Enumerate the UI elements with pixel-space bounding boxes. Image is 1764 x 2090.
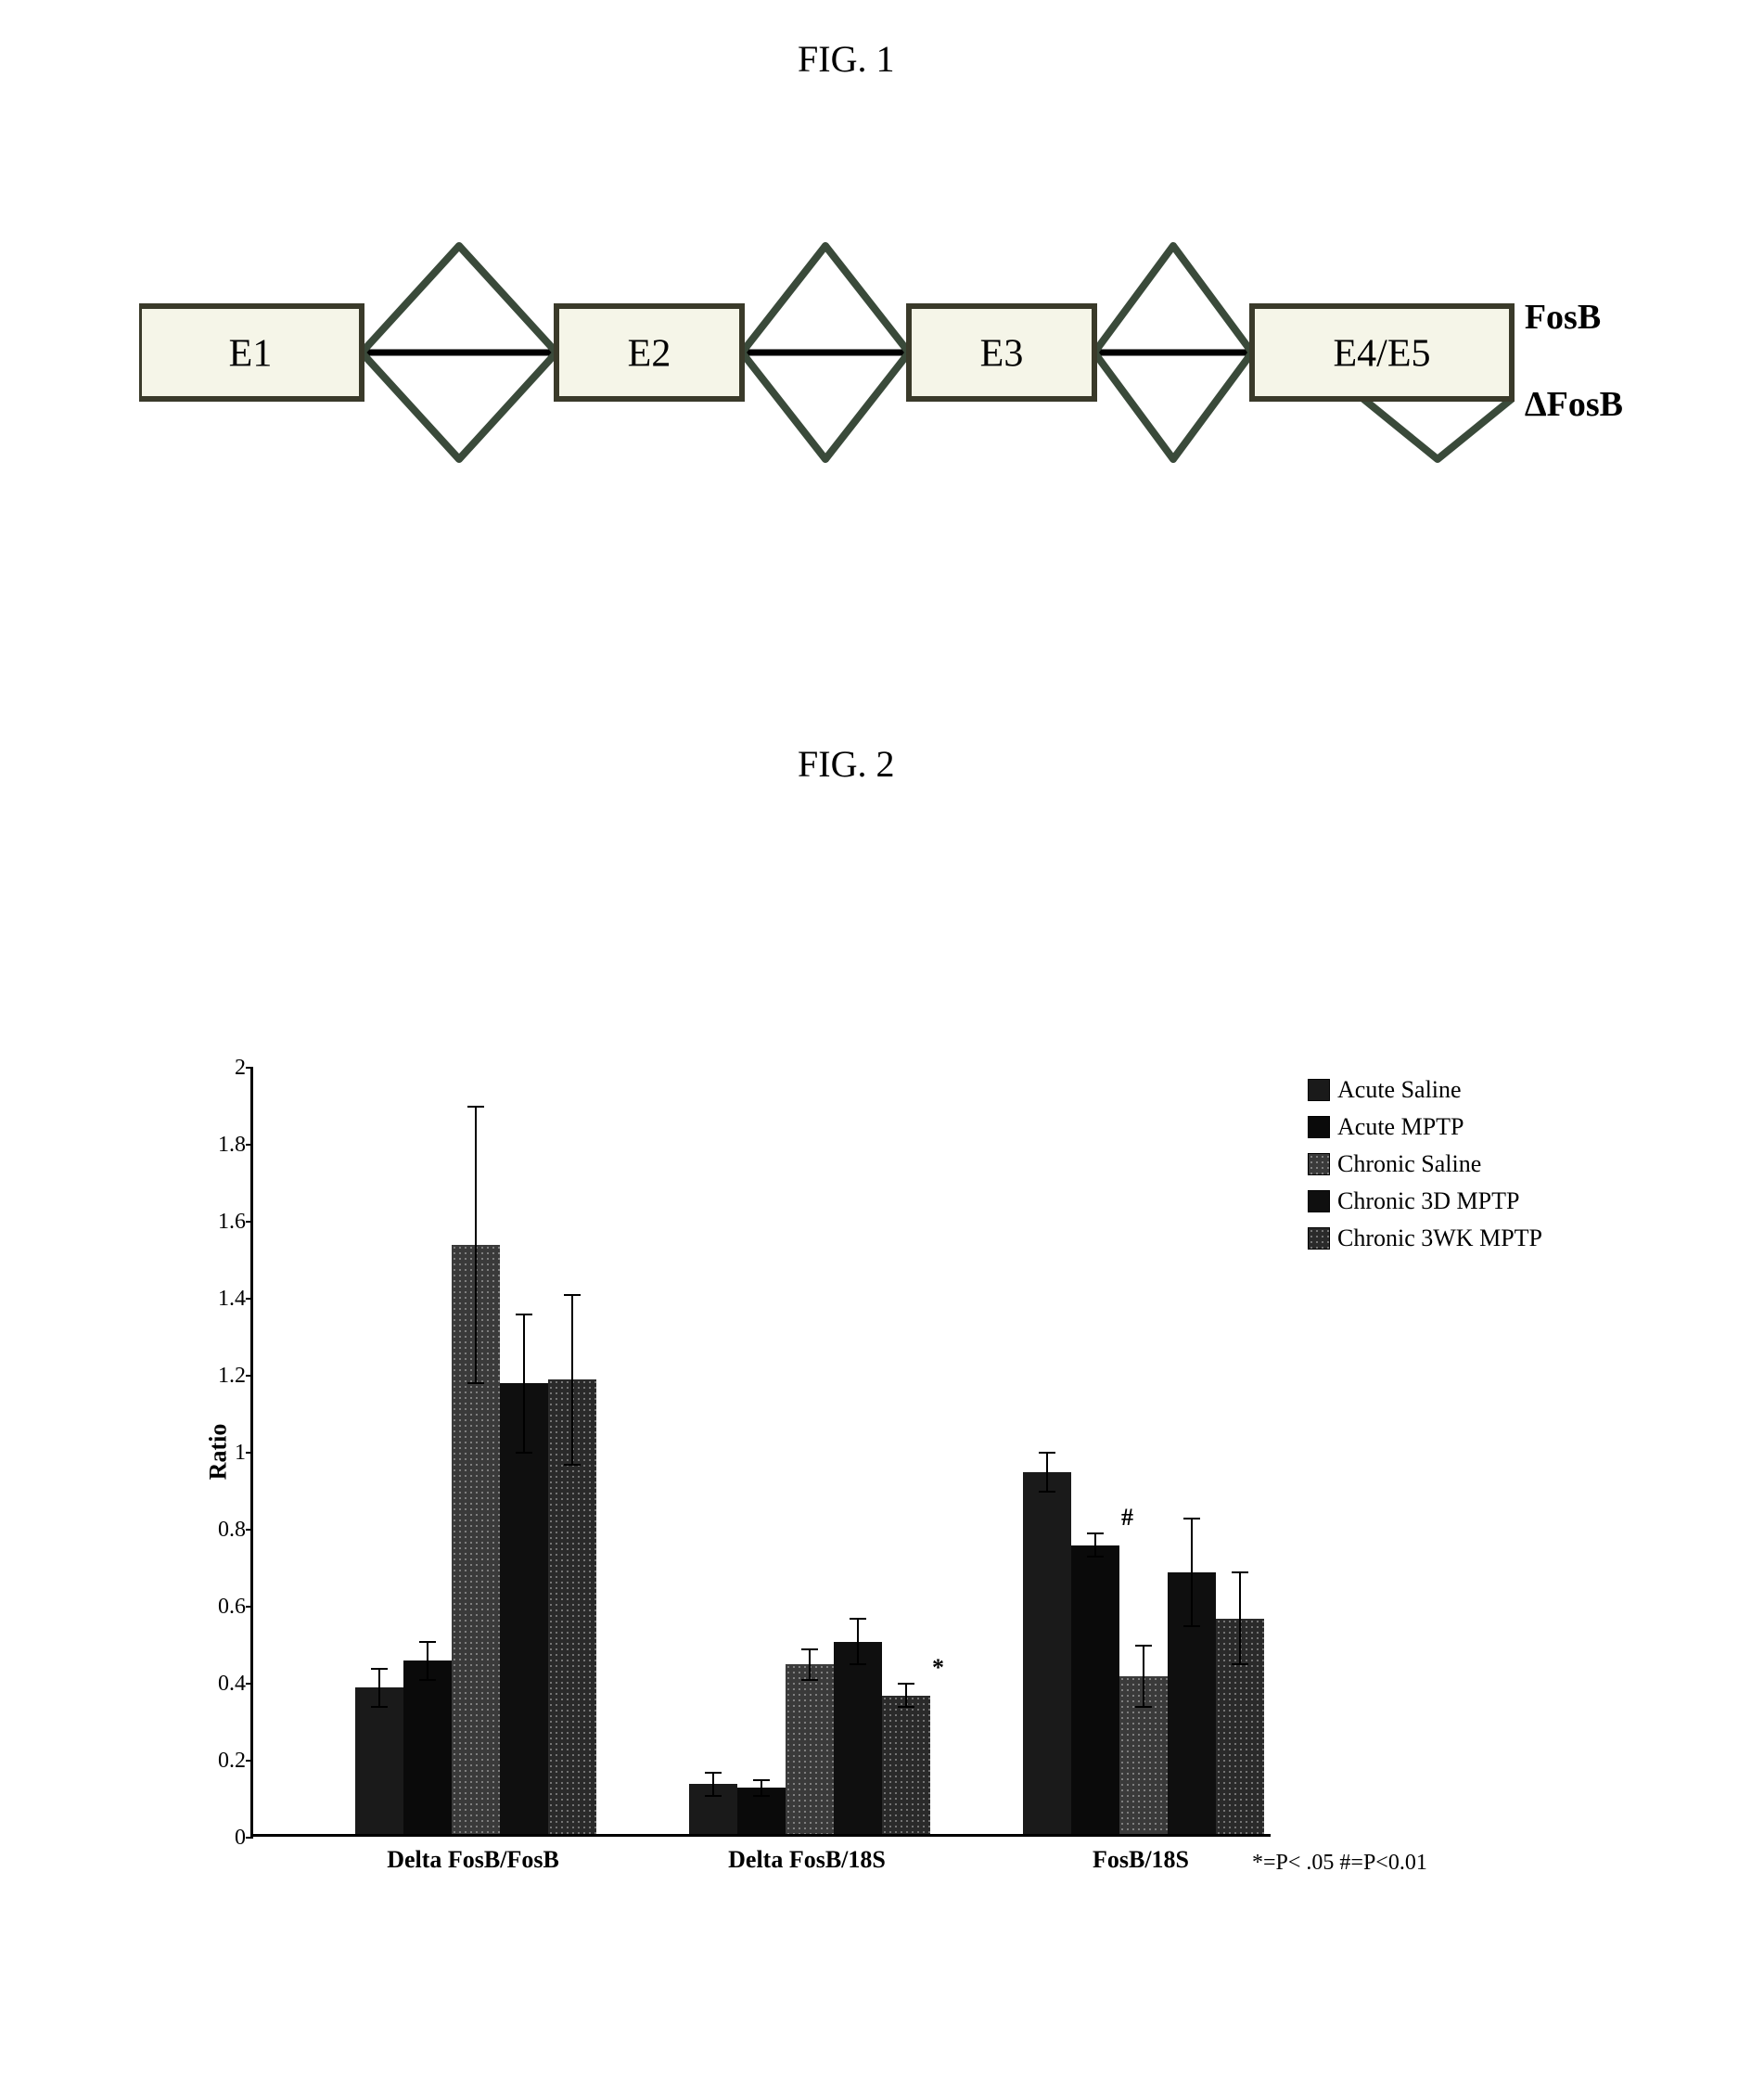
y-tick-label: 1 — [195, 1441, 246, 1466]
figure-1-diagram: E1 E2 E3 E4/E5 FosB ΔFosB — [139, 186, 1623, 538]
legend-item: Acute Saline — [1308, 1076, 1542, 1104]
y-tick-label: 0.2 — [195, 1749, 246, 1774]
bar — [355, 1687, 403, 1834]
legend: Acute Saline Acute MPTP Chronic Saline Chro… — [1308, 1076, 1542, 1262]
bar — [1216, 1619, 1264, 1834]
y-tick-label: 0 — [195, 1826, 246, 1851]
svg-text:E3: E3 — [980, 333, 1024, 376]
bar — [1119, 1676, 1168, 1834]
legend-label: Acute Saline — [1337, 1076, 1462, 1104]
legend-label: Chronic Saline — [1337, 1150, 1481, 1178]
legend-swatch — [1308, 1079, 1330, 1101]
legend-item: Acute MPTP — [1308, 1113, 1542, 1141]
y-tick-label: 0.4 — [195, 1672, 246, 1697]
bar — [786, 1664, 834, 1834]
legend-swatch — [1308, 1116, 1330, 1138]
legend-label: Acute MPTP — [1337, 1113, 1464, 1141]
x-group-label: Delta FosB/FosB — [362, 1846, 584, 1874]
y-tick-label: 2 — [195, 1056, 246, 1081]
label-fosb: FosB — [1525, 297, 1623, 338]
bar — [500, 1383, 548, 1834]
significance-footnote: *=P< .05 #=P<0.01 — [1252, 1851, 1427, 1876]
legend-item: Chronic 3WK MPTP — [1308, 1225, 1542, 1252]
y-tick-label: 0.6 — [195, 1595, 246, 1620]
svg-text:E4/E5: E4/E5 — [1334, 333, 1431, 376]
x-group-label: FosB/18S — [1029, 1846, 1252, 1874]
legend-swatch — [1308, 1227, 1330, 1250]
figure-1-title: FIG. 1 — [798, 37, 894, 81]
bar — [834, 1642, 882, 1835]
fig1-label-group: FosB ΔFosB — [1525, 297, 1623, 425]
y-tick-label: 1.4 — [195, 1287, 246, 1312]
plot-area: *# — [250, 1067, 1271, 1837]
bar — [882, 1696, 930, 1834]
svg-text:E1: E1 — [229, 333, 273, 376]
y-tick-label: 1.8 — [195, 1133, 246, 1158]
x-group-label: Delta FosB/18S — [696, 1846, 918, 1874]
y-tick-label: 0.8 — [195, 1518, 246, 1543]
label-delta-fosb: ΔFosB — [1525, 384, 1623, 425]
y-tick-label: 1.2 — [195, 1364, 246, 1389]
splicing-diagram-svg: E1 E2 E3 E4/E5 — [139, 186, 1623, 538]
bar — [1071, 1545, 1119, 1834]
bar — [403, 1660, 452, 1834]
bar — [1168, 1572, 1216, 1834]
figure-2-title: FIG. 2 — [798, 742, 894, 786]
bar — [548, 1379, 596, 1834]
legend-swatch — [1308, 1153, 1330, 1175]
legend-label: Chronic 3WK MPTP — [1337, 1225, 1542, 1252]
legend-swatch — [1308, 1190, 1330, 1212]
legend-label: Chronic 3D MPTP — [1337, 1187, 1519, 1215]
svg-text:E2: E2 — [628, 333, 671, 376]
significance-marker: # — [1121, 1504, 1133, 1532]
bar — [452, 1245, 500, 1834]
bar — [1023, 1472, 1071, 1834]
y-tick-label: 1.6 — [195, 1210, 246, 1235]
bar — [689, 1784, 737, 1834]
legend-item: Chronic 3D MPTP — [1308, 1187, 1542, 1215]
significance-marker: * — [932, 1654, 944, 1682]
bar — [737, 1788, 786, 1834]
legend-item: Chronic Saline — [1308, 1150, 1542, 1178]
figure-2-chart: Ratio *# Acute SalineAcute MPTPChronic S… — [139, 1039, 1623, 1967]
